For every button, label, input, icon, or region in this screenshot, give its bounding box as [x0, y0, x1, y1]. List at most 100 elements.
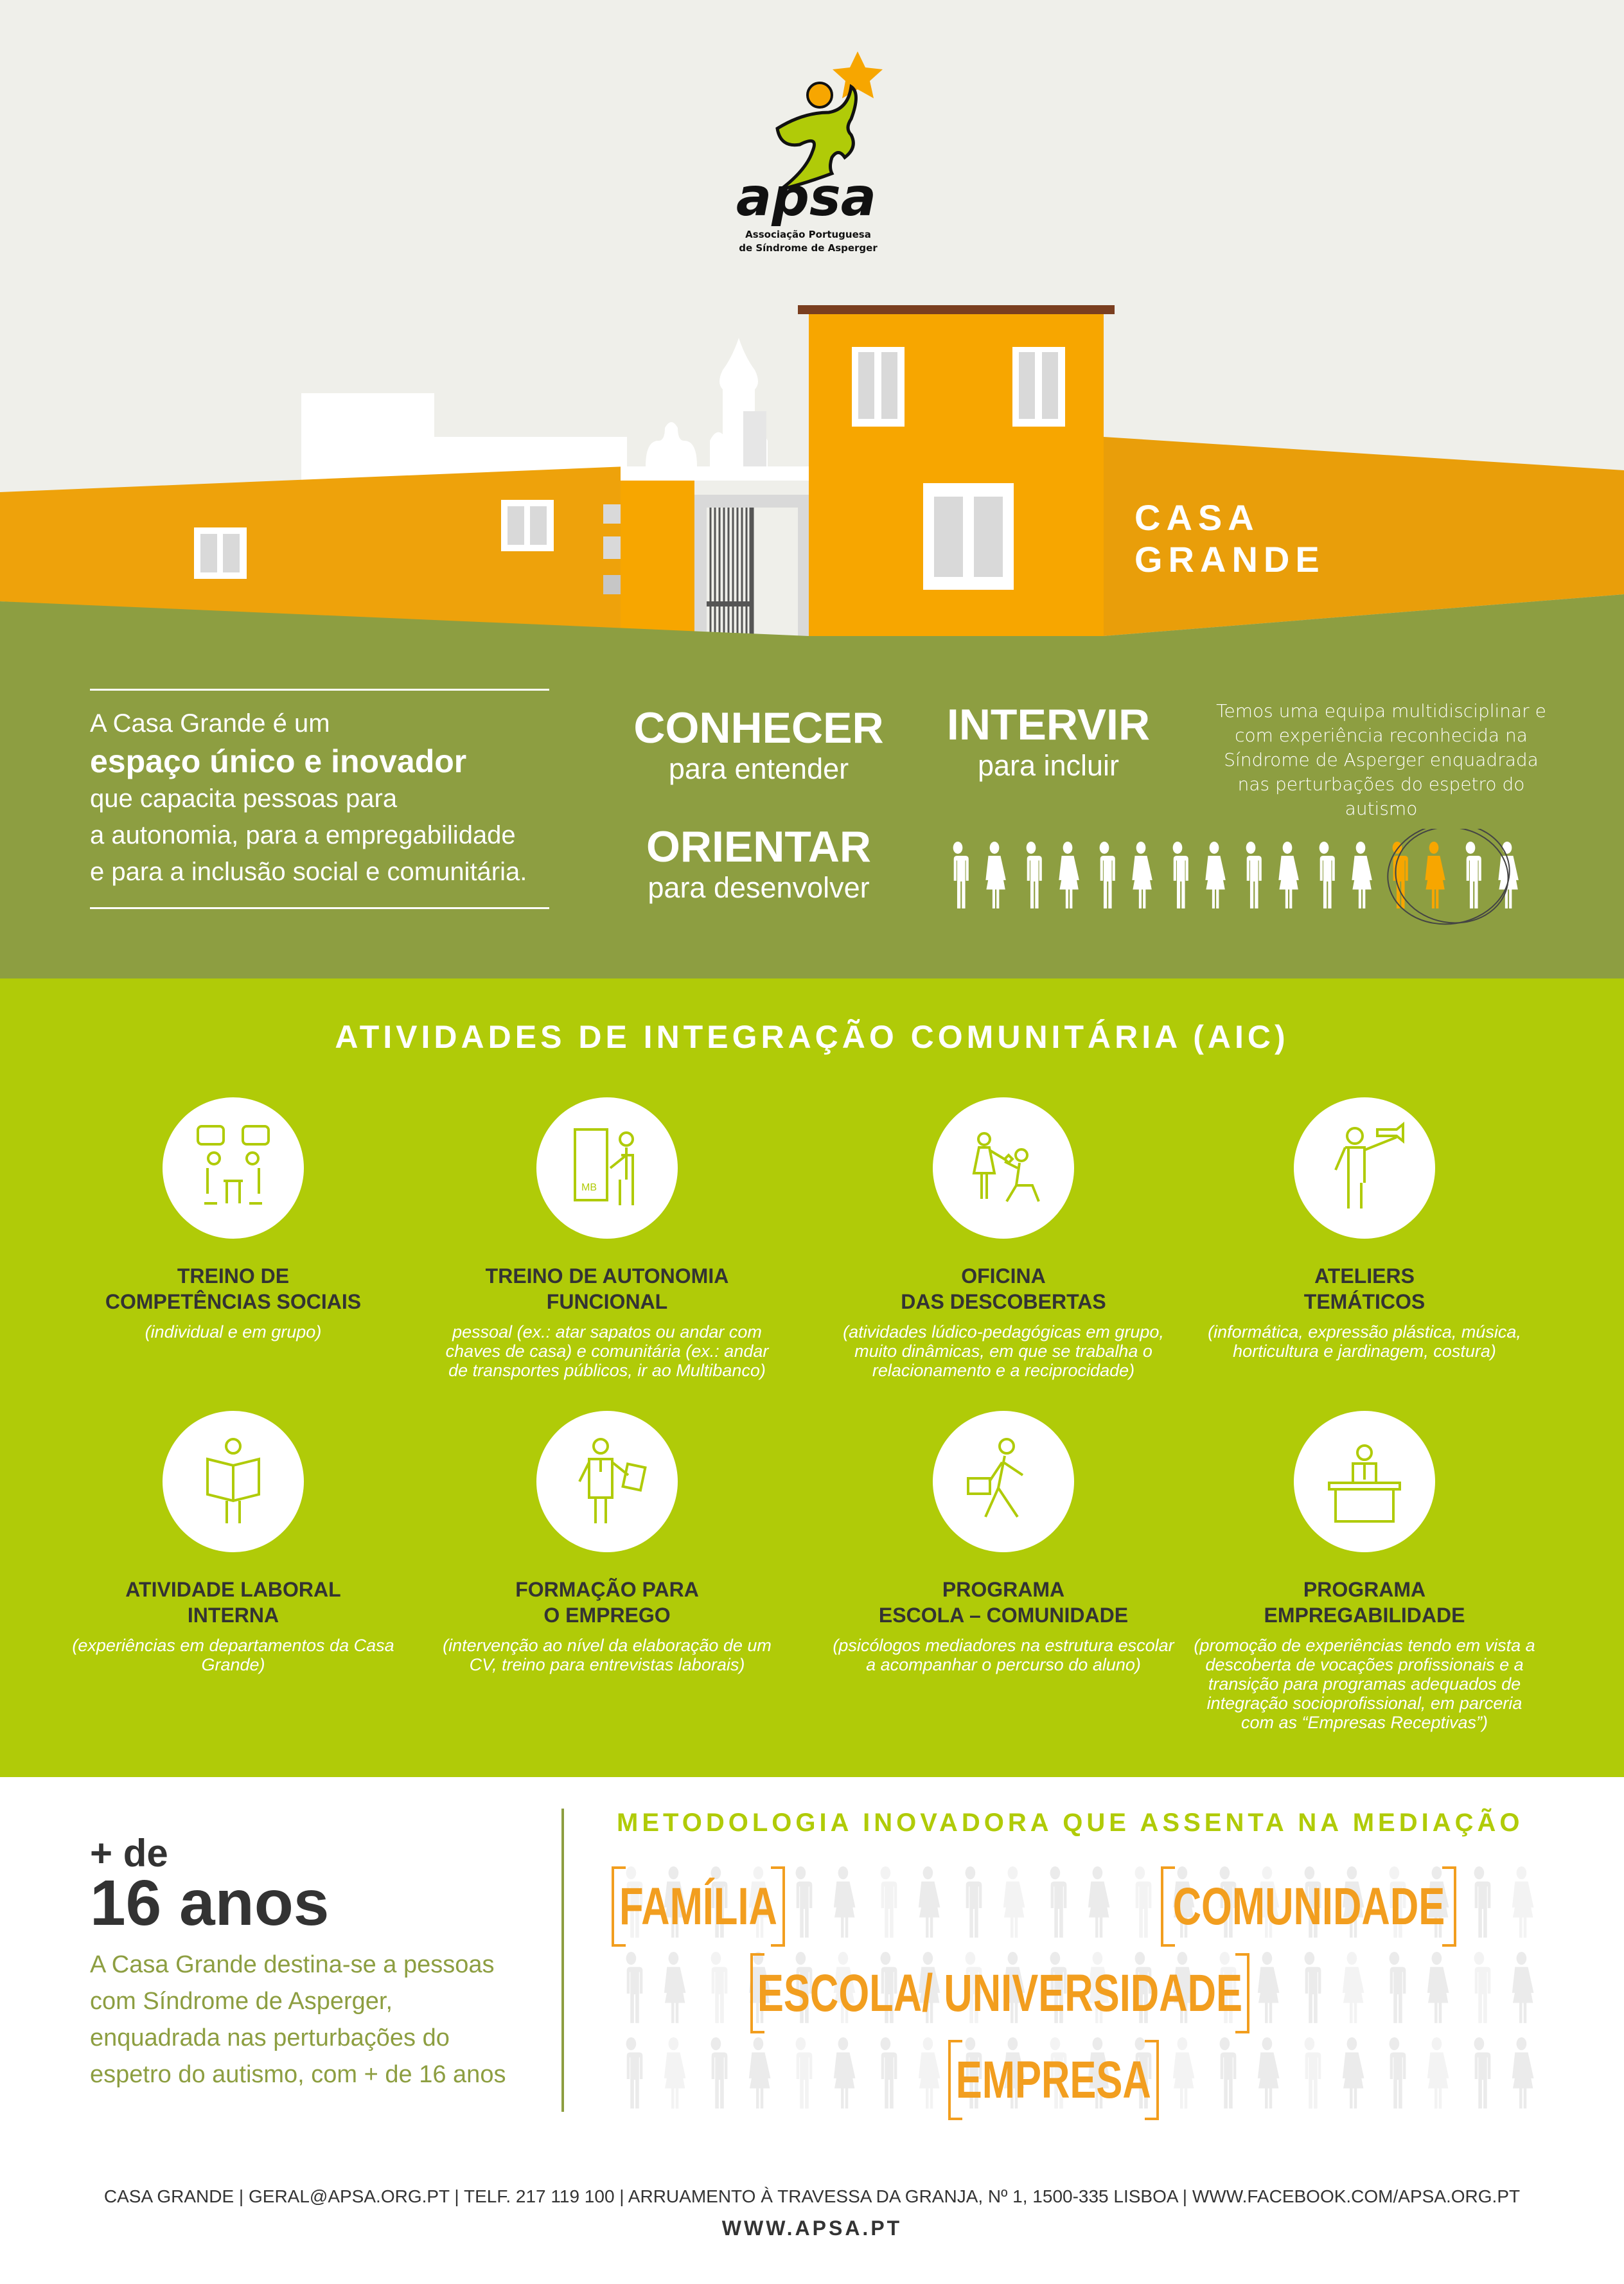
activity-card: MB TREINO DE AUTONOMIA FUNCIONAL pessoal… — [434, 1097, 781, 1380]
mediation-word: EMPRESA — [955, 2050, 1152, 2109]
activity-description: pessoal (ex.: atar sapatos ou andar com … — [445, 1322, 769, 1380]
age-value: 16 anos — [90, 1867, 330, 1939]
person-icon — [950, 842, 969, 908]
mediation-word: COMUNIDADE — [1172, 1877, 1445, 1936]
pillar-orientar: ORIENTAR para desenvolver — [598, 822, 919, 905]
pillar-title: CONHECER — [633, 704, 884, 752]
activity-icon-circle — [1294, 1097, 1435, 1239]
pillar-title: ORIENTAR — [646, 822, 872, 871]
grid-person-icon — [918, 1866, 940, 1938]
person-icon — [1352, 842, 1372, 908]
window — [923, 483, 1014, 590]
pillar-subtitle: para entender — [668, 752, 849, 785]
grid-person-icon — [1512, 1866, 1534, 1938]
activity-title: TREINO DE AUTONOMIA — [485, 1264, 729, 1288]
activity-description: (individual e em grupo) — [145, 1322, 322, 1341]
grid-person-icon — [1427, 1866, 1449, 1938]
activity-title: TEMÁTICOS — [1303, 1290, 1425, 1313]
activity-title: DAS DESCOBERTAS — [901, 1290, 1106, 1313]
grid-person-icon — [1302, 1866, 1321, 1938]
activity-icon-circle — [933, 1097, 1074, 1239]
star-icon — [833, 51, 883, 98]
divider — [90, 907, 549, 909]
activity-card: ATIVIDADE LABORAL INTERNA (experiências … — [60, 1411, 407, 1674]
reading-worker-icon — [206, 1438, 260, 1523]
activity-card: PROGRAMA EMPREGABILIDADE (promoção de ex… — [1191, 1411, 1538, 1732]
wall-brick — [603, 504, 621, 524]
age-desc-line: enquadrada nas perturbações do — [90, 2024, 450, 2051]
activity-title: ATELIERS — [1314, 1264, 1415, 1288]
grid-person-icon — [1217, 1952, 1237, 2023]
grid-person-icon — [1088, 1866, 1110, 1938]
grid-person-icon — [1003, 1952, 1025, 2023]
walking-briefcase-icon — [967, 1438, 1024, 1518]
mediation-word: FAMÍLIA — [619, 1877, 777, 1936]
activity-description: (psicólogos mediadores na estrutura esco… — [833, 1636, 1174, 1674]
activity-description: (experiências em departamentos da Casa G… — [72, 1636, 394, 1674]
intro-text: A Casa Grande é um espaço único e inovad… — [90, 705, 578, 890]
grid-person-icon — [1302, 2037, 1321, 2109]
grid-person-icon — [1217, 1866, 1237, 1938]
gate-ornament — [621, 338, 809, 481]
person-icon — [1205, 842, 1226, 908]
people-grid — [623, 1866, 1534, 2109]
vertical-divider — [561, 1809, 564, 2112]
grid-person-icon — [1386, 1866, 1406, 1938]
svg-text:MB: MB — [581, 1182, 597, 1193]
grid-person-icon — [878, 2037, 897, 2109]
grid-person-icon — [1172, 1952, 1195, 2023]
person-icon — [1243, 842, 1262, 908]
grid-person-icon — [878, 1952, 897, 2023]
white-building — [301, 393, 434, 483]
grid-person-icon — [748, 1866, 771, 1938]
discovery-icon — [972, 1132, 1040, 1203]
activity-title: FORMAÇÃO PARA — [515, 1578, 699, 1601]
wall-brick — [603, 536, 621, 559]
grid-person-icon — [833, 1952, 856, 2023]
grid-person-icon — [1088, 2037, 1110, 2109]
grid-person-icon — [793, 2037, 813, 2109]
grid-person-icon — [1003, 2037, 1025, 2109]
activity-title: OFICINA — [961, 1264, 1046, 1288]
activity-title: O EMPREGO — [543, 1604, 671, 1627]
activity-description: (atividades lúdico-pedagógicas em grupo,… — [843, 1322, 1164, 1380]
mediation-word: ESCOLA/ UNIVERSIDADE — [757, 1963, 1243, 2023]
activity-title: TREINO DE — [177, 1264, 290, 1288]
activity-icon-circle — [933, 1411, 1074, 1552]
grid-person-icon — [833, 2037, 856, 2109]
grid-person-icon — [1302, 1952, 1321, 2023]
activity-card: FORMAÇÃO PARA O EMPREGO (intervenção ao … — [434, 1411, 781, 1674]
activity-title: INTERNA — [187, 1604, 279, 1627]
activity-title: EMPREGABILIDADE — [1264, 1604, 1465, 1627]
activity-title: FUNCIONAL — [546, 1290, 668, 1313]
activity-title: ESCOLA – COMUNIDADE — [878, 1604, 1129, 1627]
grid-person-icon — [1512, 2037, 1534, 2109]
grid-person-icon — [1342, 1952, 1364, 2023]
pillar-title: INTERVIR — [946, 700, 1151, 749]
footer-website[interactable]: WWW.APSA.PT — [721, 2217, 903, 2240]
mediation-comunidade: COMUNIDADE — [1161, 1866, 1456, 1947]
grid-person-icon — [962, 1952, 982, 2023]
grid-person-icon — [1342, 1866, 1364, 1938]
activity-card: PROGRAMA ESCOLA – COMUNIDADE (psicólogos… — [830, 1411, 1177, 1674]
grid-person-icon — [1257, 1866, 1280, 1938]
methodology-title: METODOLOGIA INOVADORA QUE ASSENTA NA MED… — [617, 1809, 1524, 1837]
grid-person-icon — [793, 1866, 813, 1938]
intro-line: e para a inclusão social e comunitária. — [90, 858, 527, 886]
window — [501, 500, 554, 551]
wall-brick — [603, 575, 621, 594]
person-icon — [985, 842, 1006, 908]
grid-person-icon — [1471, 1866, 1491, 1938]
grid-person-icon — [1342, 2037, 1364, 2109]
person-icon — [1023, 842, 1042, 908]
trumpet-icon — [1334, 1121, 1404, 1208]
mediation-familia: FAMÍLIA — [612, 1866, 785, 1947]
activity-card: OFICINA DAS DESCOBERTAS (atividades lúdi… — [830, 1097, 1177, 1380]
person-icon — [1170, 842, 1188, 908]
grid-person-icon — [708, 2037, 728, 2109]
grid-person-icon — [918, 1952, 940, 2023]
atm-icon: MB — [574, 1128, 634, 1205]
age-prefix: + de — [90, 1832, 168, 1875]
intro-line: que capacita pessoas para — [90, 784, 398, 813]
grid-person-icon — [1512, 1952, 1534, 2023]
